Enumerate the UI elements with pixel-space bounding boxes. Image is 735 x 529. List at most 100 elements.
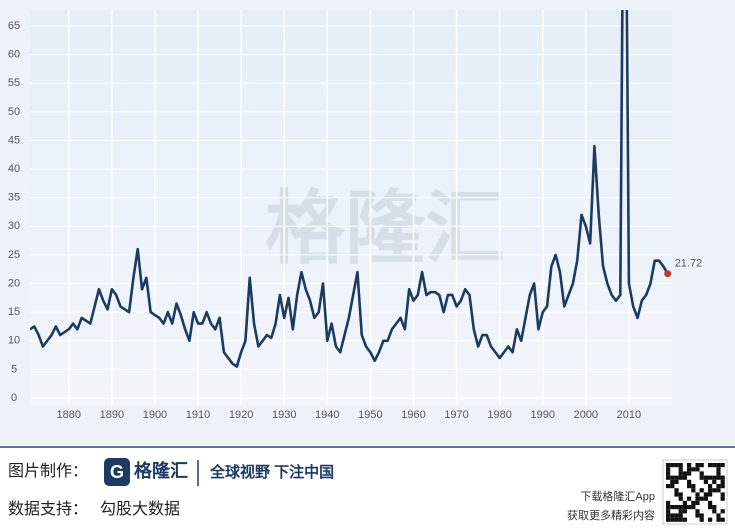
x-tick-label: 2010 xyxy=(617,409,641,421)
y-tick-label: 40 xyxy=(8,163,20,175)
y-tick-label: 15 xyxy=(8,306,20,318)
qr-cell xyxy=(674,492,679,497)
y-tick-label: 30 xyxy=(8,220,20,232)
qr-cell xyxy=(703,496,708,501)
qr-cell xyxy=(712,488,717,493)
x-tick-label: 1960 xyxy=(401,409,425,421)
qr-cell xyxy=(682,471,687,476)
y-tick-label: 45 xyxy=(8,134,20,146)
qr-cell xyxy=(708,488,713,493)
qr-cell xyxy=(712,475,717,480)
x-tick-label: 1920 xyxy=(229,409,253,421)
qr-cell xyxy=(666,509,671,514)
y-tick-label: 55 xyxy=(8,77,20,89)
qr-cell xyxy=(708,492,713,497)
qr-cell xyxy=(716,471,721,476)
qr-cell xyxy=(708,500,713,505)
qr-cell xyxy=(708,475,713,480)
qr-cell xyxy=(720,475,725,480)
qr-cell xyxy=(666,513,671,518)
qr-cell xyxy=(695,500,700,505)
qr-cell xyxy=(674,505,679,510)
qr-cell xyxy=(708,517,713,522)
qr-cell xyxy=(682,500,687,505)
qr-cell xyxy=(687,471,692,476)
qr-cell xyxy=(666,471,671,476)
qr-cell xyxy=(666,517,671,522)
qr-cell xyxy=(699,475,704,480)
qr-cell xyxy=(682,509,687,514)
qr-cell xyxy=(678,513,683,518)
y-tick-label: 35 xyxy=(8,192,20,204)
footer-made-label: 图片制作： xyxy=(8,462,88,480)
y-tick-label: 10 xyxy=(8,335,20,347)
x-tick-label: 1950 xyxy=(358,409,382,421)
qr-cell xyxy=(674,463,679,468)
qr-cell xyxy=(716,513,721,518)
qr-cell xyxy=(695,467,700,472)
qr-cell xyxy=(695,463,700,468)
x-tick-label: 1990 xyxy=(530,409,554,421)
y-tick-label: 5 xyxy=(11,363,17,375)
qr-cell xyxy=(666,463,671,468)
y-tick-label: 25 xyxy=(8,249,20,261)
logo-text: 格隆汇 xyxy=(134,460,188,481)
qr-cell xyxy=(708,463,713,468)
x-tick-label: 1900 xyxy=(143,409,167,421)
y-tick-label: 50 xyxy=(8,106,20,118)
qr-cell xyxy=(687,479,692,484)
qr-cell xyxy=(720,509,725,514)
qr-cell xyxy=(712,505,717,510)
qr-cell xyxy=(712,479,717,484)
qr-cell xyxy=(699,517,704,522)
x-tick-label: 1970 xyxy=(444,409,468,421)
qr-cell xyxy=(720,517,725,522)
qr-cell xyxy=(687,463,692,468)
qr-cell xyxy=(678,496,683,501)
qr-cell xyxy=(720,492,725,497)
qr-cell xyxy=(716,517,721,522)
app-line2: 获取更多精彩内容 xyxy=(567,508,655,522)
qr-cell xyxy=(670,505,675,510)
series-line xyxy=(30,10,669,368)
qr-cell xyxy=(687,505,692,510)
qr-cell xyxy=(678,505,683,510)
logo-letter: G xyxy=(110,462,124,482)
qr-cell xyxy=(670,517,675,522)
qr-cell xyxy=(687,484,692,489)
qr-cell xyxy=(678,463,683,468)
qr-cell xyxy=(687,496,692,501)
qr-cell xyxy=(691,467,696,472)
qr-cell xyxy=(720,496,725,501)
qr-cell xyxy=(691,505,696,510)
qr-cell xyxy=(695,492,700,497)
qr-cell xyxy=(691,488,696,493)
x-tick-label: 2000 xyxy=(574,409,598,421)
qr-cell xyxy=(682,475,687,480)
qr-cell xyxy=(712,509,717,514)
qr-cell xyxy=(666,505,671,510)
qr-cell xyxy=(695,496,700,501)
x-tick-label: 1940 xyxy=(315,409,339,421)
qr-cell xyxy=(674,513,679,518)
qr-cell xyxy=(670,479,675,484)
qr-cell xyxy=(666,475,671,480)
qr-cell xyxy=(703,492,708,497)
qr-cell xyxy=(703,479,708,484)
qr-cell xyxy=(674,479,679,484)
qr-cell xyxy=(670,484,675,489)
qr-cell xyxy=(699,496,704,501)
app-line1: 下载格隆汇App xyxy=(580,489,655,503)
watermark: 格隆汇 xyxy=(265,184,505,273)
x-tick-label: 1910 xyxy=(186,409,210,421)
qr-cell xyxy=(678,467,683,472)
qr-cell xyxy=(670,463,675,468)
y-tick-label: 60 xyxy=(8,49,20,61)
qr-cell xyxy=(666,467,671,472)
x-tick-label: 1980 xyxy=(487,409,511,421)
qr-cell xyxy=(666,484,671,489)
qr-cell xyxy=(678,517,683,522)
x-tick-label: 1890 xyxy=(100,409,124,421)
qr-code xyxy=(662,459,728,525)
